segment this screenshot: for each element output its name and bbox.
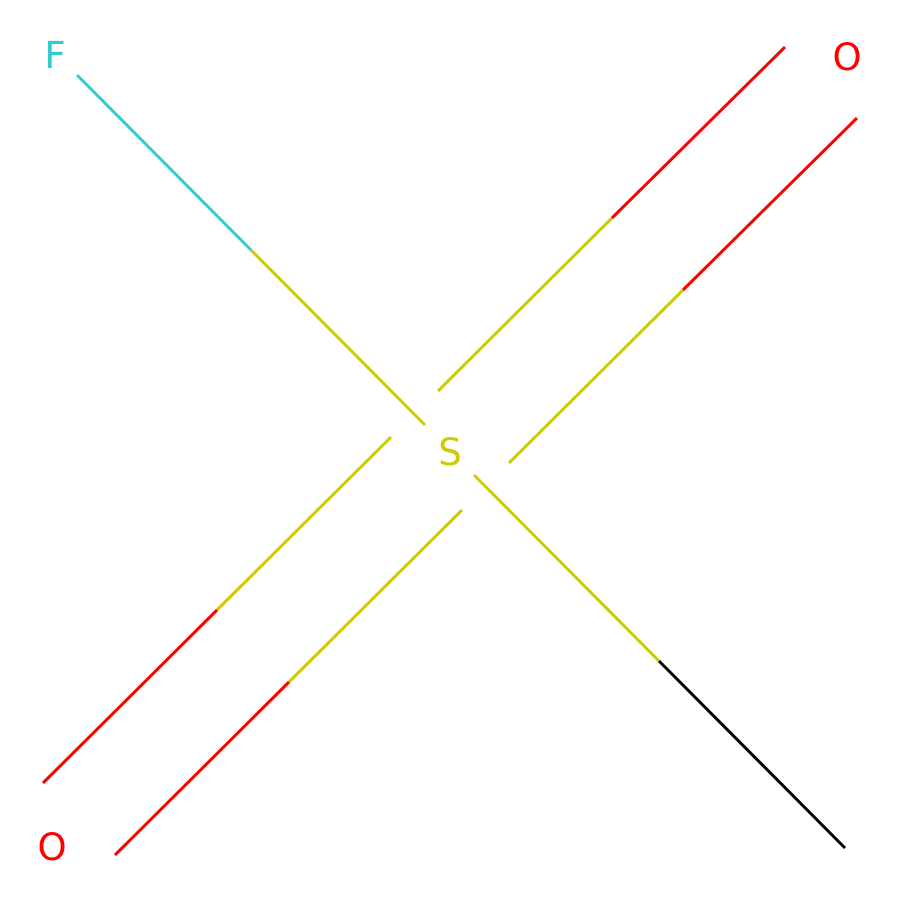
bond-s-f-sulfur-half	[249, 248, 427, 427]
bond-s-f-fluorine-half	[75, 73, 253, 252]
bond-s-c	[472, 473, 847, 850]
bond-s-o-bottom-line2-sulfur-half	[287, 508, 464, 684]
bond-s-o-bottom-line1-sulfur-half	[215, 435, 393, 612]
bond-s-o-bottom	[41, 435, 464, 857]
bond-s-c-sulfur-half	[472, 473, 661, 663]
bond-s-o-top-line2-oxygen-half	[681, 116, 859, 292]
atom-label-s: S	[438, 431, 462, 474]
atom-label-o-top: O	[832, 36, 861, 79]
atom-label-o-bottom: O	[37, 826, 66, 869]
bond-s-o-top-line2-sulfur-half	[507, 288, 685, 465]
bond-s-o-top-line1-sulfur-half	[436, 216, 614, 393]
bond-s-o-bottom-line1-oxygen-half	[41, 608, 219, 785]
bond-s-c-carbon-half	[657, 659, 847, 850]
bond-s-f	[75, 73, 427, 427]
atom-label-f: F	[44, 34, 65, 77]
bond-s-o-top	[436, 45, 859, 465]
bond-s-o-top-line1-oxygen-half	[610, 45, 787, 220]
bond-s-o-bottom-line2-oxygen-half	[113, 680, 291, 857]
